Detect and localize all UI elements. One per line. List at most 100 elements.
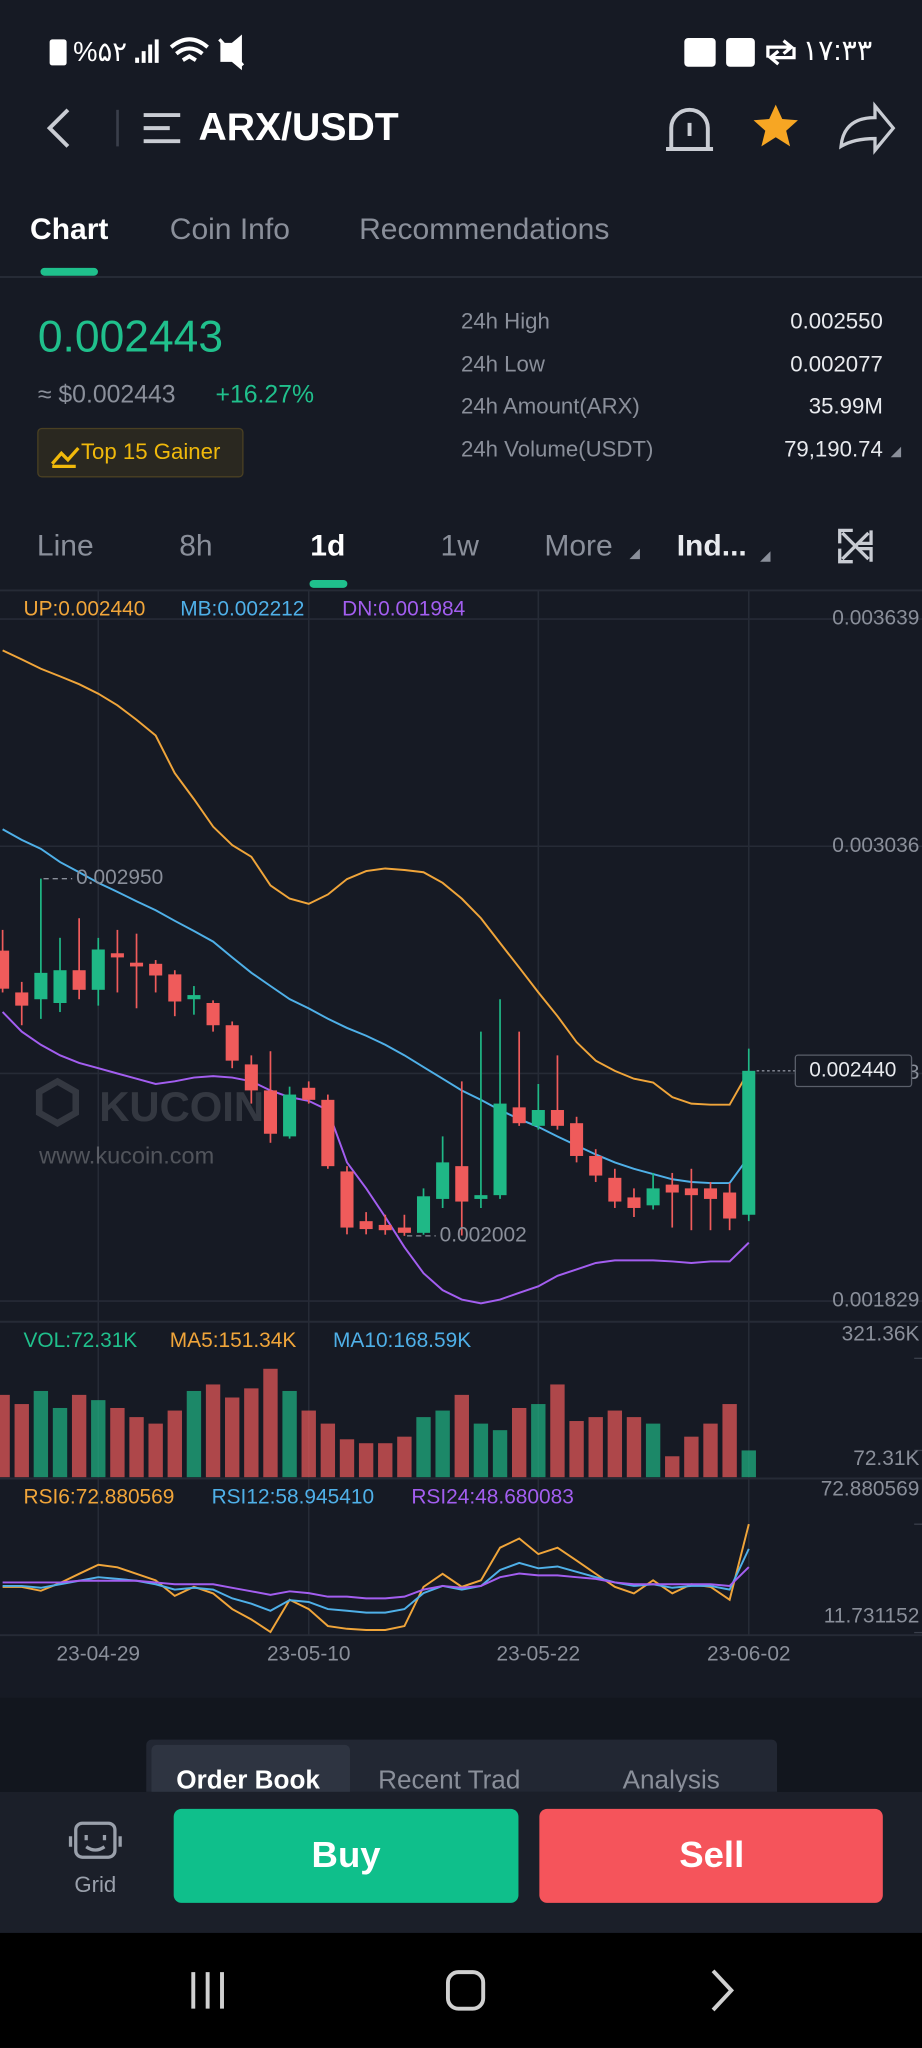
band-line <box>2 828 750 1185</box>
volume-bar <box>665 1456 680 1478</box>
band-line <box>1 1011 750 1305</box>
caret <box>629 548 640 560</box>
last-price-tag: 0.002440 <box>809 1058 896 1081</box>
interval[interactable]: 1d <box>310 529 345 562</box>
band-line <box>2 649 750 1106</box>
candle-body <box>397 1227 411 1233</box>
battery-icon <box>49 39 67 66</box>
volume-bar <box>205 1384 221 1478</box>
x-tick-label: 23-06-02 <box>707 1642 791 1665</box>
candle-body <box>15 992 29 1006</box>
candle-body <box>742 1070 756 1215</box>
recents-button[interactable] <box>191 1972 224 2009</box>
volume-legend: MA10:168.59K <box>333 1329 471 1352</box>
interval[interactable]: 1w <box>441 529 480 562</box>
candle-body <box>263 1090 277 1134</box>
candle-body <box>225 1025 239 1061</box>
high-marker: 0.002950 <box>76 866 163 889</box>
volume-bar <box>550 1384 565 1478</box>
candle-body <box>627 1197 641 1208</box>
candle-body <box>34 972 48 1000</box>
volume-bar <box>110 1407 125 1478</box>
bottom-tab[interactable]: Order Book <box>176 1764 320 1794</box>
interval[interactable]: Ind... <box>677 529 747 562</box>
x-tick-label: 23-05-10 <box>267 1642 351 1665</box>
candle-body <box>187 995 201 1000</box>
alert-button[interactable] <box>666 107 714 151</box>
tab-indicator <box>40 267 98 276</box>
volume-bar <box>741 1450 756 1478</box>
tabs: Chart Coin Info Recommendations <box>0 213 922 278</box>
volume-tick-label: 72.31K <box>853 1447 919 1470</box>
interval[interactable]: Line <box>37 529 94 562</box>
volume-bar <box>607 1410 623 1478</box>
stat-label: 24h Low <box>461 352 546 377</box>
back-nav-button[interactable] <box>711 1969 735 2012</box>
volume-bar <box>52 1407 68 1478</box>
menu-icon[interactable] <box>143 113 181 144</box>
candle-body <box>703 1188 718 1199</box>
volume-bar <box>435 1410 450 1478</box>
tab[interactable]: Chart <box>30 213 108 246</box>
volume-bar <box>186 1390 202 1478</box>
volume-bar <box>148 1423 163 1478</box>
translate-icon <box>684 38 716 67</box>
candle-body <box>455 1166 469 1202</box>
candle-body <box>531 1110 545 1126</box>
candle-body <box>206 1002 220 1026</box>
volume-bar <box>492 1430 508 1478</box>
tab[interactable]: Coin Info <box>170 213 290 246</box>
sell-button[interactable] <box>539 1808 883 1903</box>
price-change: +16.27% <box>215 381 314 408</box>
buy-button[interactable] <box>173 1808 519 1903</box>
price-block: 0.002443 ≈ $0.002443 +16.27% Top 15 Gain… <box>37 312 314 478</box>
bottom-tabs: Order Book Recent Trad Analysis <box>146 1739 778 1794</box>
volume-bar <box>511 1407 527 1478</box>
y-tick-label: 0.003639 <box>832 607 919 630</box>
stat-value: 0.002550 <box>790 309 883 334</box>
volume-bar <box>282 1390 297 1478</box>
candle-body <box>130 962 144 967</box>
home-button[interactable] <box>445 1970 486 2011</box>
candle-body <box>589 1155 603 1176</box>
gainer-badge[interactable] <box>37 427 244 478</box>
y-tick-label: 0.001829 <box>832 1289 919 1312</box>
volume-tick-label: 321.36K <box>842 1322 920 1345</box>
candle-body <box>378 1224 392 1231</box>
candle-body <box>0 950 10 989</box>
back-button[interactable] <box>46 108 70 148</box>
favorite-button[interactable] <box>753 104 798 147</box>
candle-body <box>359 1221 373 1230</box>
fullscreen-button[interactable] <box>838 528 873 564</box>
volume-bar <box>473 1423 489 1478</box>
volume-bar <box>531 1404 546 1478</box>
tab[interactable]: Recommendations <box>359 213 609 246</box>
share-button[interactable] <box>839 101 896 155</box>
volume-bar <box>626 1417 642 1478</box>
volume-bar <box>71 1394 87 1478</box>
interval-bar: Line 8h 1d 1w More Ind... <box>37 528 873 588</box>
rsi-legend: RSI6:72.880569 <box>24 1486 175 1509</box>
grid-button[interactable]: Grid <box>68 1821 122 1897</box>
volume-bar <box>129 1417 144 1478</box>
sync-icon <box>766 39 796 66</box>
volume-bar <box>454 1394 469 1478</box>
stat-label: 24h High <box>461 309 550 334</box>
volume-bar <box>378 1443 393 1478</box>
candle-body <box>91 949 105 990</box>
clock: ۱۷:۳۳ <box>803 35 873 67</box>
bottom-tab[interactable]: Recent Trad <box>378 1764 520 1794</box>
tab-active <box>151 1744 350 1792</box>
volume-bar <box>358 1443 374 1478</box>
stat-label: 24h Volume(USDT) <box>461 437 653 462</box>
volume-bar <box>416 1417 431 1478</box>
indicator-legend: DN:0.001984 <box>342 598 465 621</box>
interval[interactable]: 8h <box>179 529 212 562</box>
badge-text: Top 15 Gainer <box>81 439 221 464</box>
interval[interactable]: More <box>544 529 612 562</box>
bottom-tab[interactable]: Analysis <box>623 1764 720 1794</box>
candle-body <box>512 1107 526 1124</box>
candle-body <box>608 1177 622 1202</box>
candle-body <box>244 1064 258 1091</box>
